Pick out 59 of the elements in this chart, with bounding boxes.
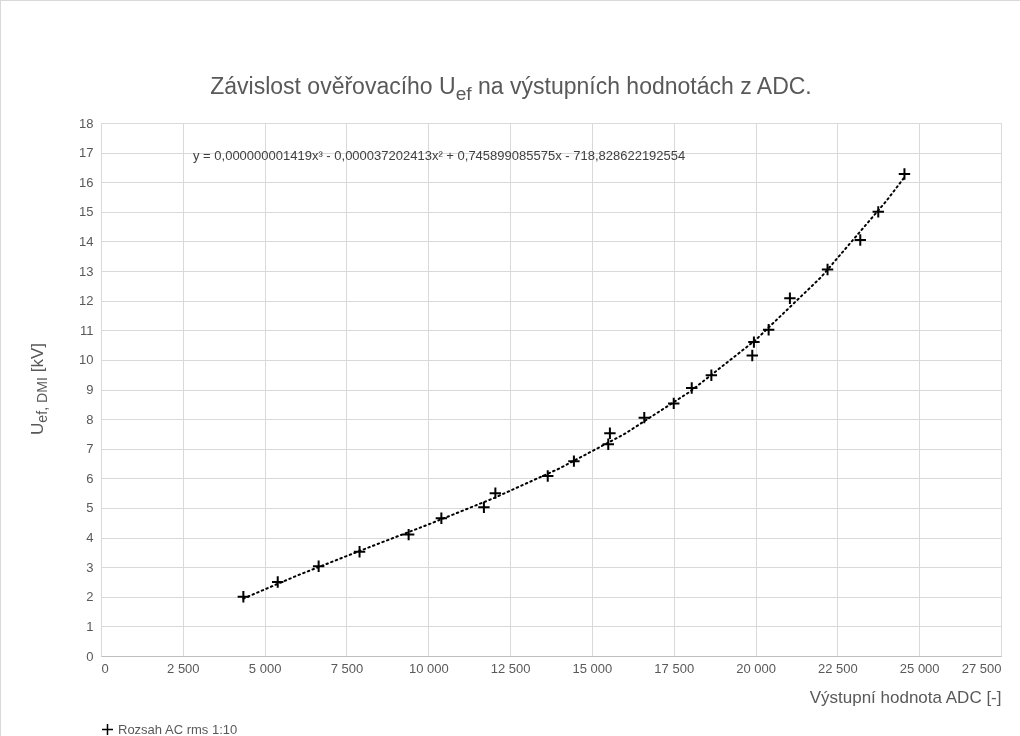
point — [820, 262, 835, 277]
point — [637, 410, 651, 425]
y-tick-label: 11 — [80, 322, 94, 338]
y-tick-label: 5 — [86, 500, 94, 516]
point — [567, 454, 581, 468]
x-tick-label: 12 500 — [490, 660, 531, 676]
y-tick-label: 0 — [86, 648, 94, 664]
point — [488, 486, 503, 500]
point — [434, 511, 449, 526]
y-tick-label: 12 — [79, 293, 94, 309]
y-tick-label: 14 — [79, 233, 94, 249]
point — [311, 559, 326, 573]
point — [853, 233, 867, 247]
y-tick-label: 1 — [86, 618, 94, 634]
y-tick-label: 9 — [86, 382, 94, 397]
chart-title: Závislost ověřovacího U$_{ef}$ na výstupních hodnotách z ADC. — [209, 73, 813, 105]
y-tick-label: 4 — [86, 530, 94, 546]
point — [761, 322, 776, 337]
x-tick-label: 0 — [101, 660, 109, 676]
point — [783, 291, 797, 305]
y-tick-label: 3 — [86, 559, 94, 575]
annotation: y = 0,000000001419x³ - 0,000037202413x² + 0,745899085575x - 718,828622192554 — [193, 148, 686, 163]
point — [871, 205, 885, 219]
point — [541, 469, 555, 483]
y-tick-label: 6 — [86, 470, 94, 486]
x-axis-title: Výstupní hodnota ADC [-] — [809, 687, 1002, 707]
legend-label: Rozsah AC rms 1:10 — [118, 721, 238, 736]
x-tick-label: 22 500 — [817, 660, 858, 676]
point — [236, 590, 251, 604]
point — [603, 426, 617, 441]
y-tick-label: 13 — [79, 263, 94, 279]
x-tick-label: 2 500 — [167, 660, 200, 676]
point — [685, 381, 699, 395]
y-tick-label: 10 — [79, 352, 94, 368]
x-tick-label: 20 000 — [736, 660, 776, 676]
y-tick-label: 15 — [79, 204, 94, 220]
y-tick-label: 2 — [86, 589, 94, 605]
point — [477, 500, 491, 515]
x-tick-label: 15 000 — [572, 660, 613, 676]
y-tick-label: 8 — [86, 411, 94, 427]
point — [352, 545, 367, 559]
x-tick-label: 25 000 — [899, 660, 940, 676]
y-tick-label: 16 — [79, 174, 94, 190]
point — [747, 335, 761, 349]
x-tick-label: 17 500 — [654, 660, 695, 676]
y-tick-label: 18 — [79, 115, 94, 131]
point — [401, 527, 416, 542]
x-tick-label: 27 500 — [961, 660, 1002, 676]
x-tick-label: 5 000 — [248, 660, 282, 676]
point — [745, 348, 759, 363]
point — [897, 167, 912, 181]
point — [271, 575, 285, 589]
x-tick-label: 7 500 — [330, 660, 364, 676]
point — [601, 437, 615, 451]
x-tick-label: 10 000 — [408, 660, 449, 676]
y-tick-label: 7 — [86, 441, 94, 457]
point — [704, 368, 719, 382]
point — [667, 396, 681, 411]
y-tick-label: 17 — [79, 145, 94, 161]
